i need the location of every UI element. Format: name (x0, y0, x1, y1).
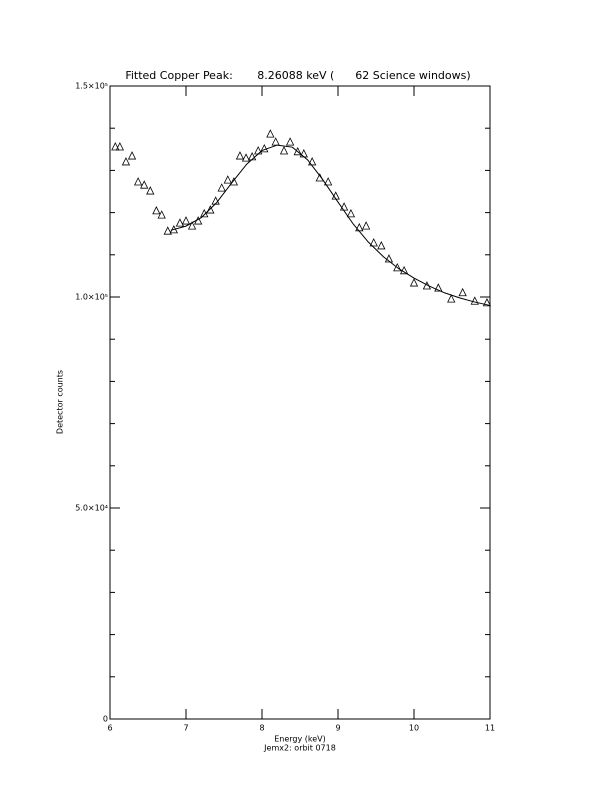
data-point (470, 296, 479, 305)
y-tick-label: 1.5×10⁵ (75, 82, 108, 91)
data-point (447, 294, 456, 303)
data-point (133, 177, 143, 186)
data-point (121, 157, 131, 166)
data-point (279, 146, 289, 155)
data-point (152, 206, 161, 215)
data-point (111, 142, 120, 151)
data-point (409, 278, 419, 287)
x-tick-label: 10 (409, 724, 419, 733)
data-point (293, 146, 302, 156)
data-point (157, 210, 166, 219)
y-tick-label: 0 (103, 715, 108, 724)
x-tick-label: 6 (107, 724, 112, 733)
data-point (235, 151, 245, 160)
y-axis-label: Detector counts (56, 370, 65, 434)
x-tick-label: 8 (259, 724, 264, 733)
data-point (266, 129, 275, 138)
data-point (482, 298, 492, 307)
data-point (163, 226, 172, 235)
data-point (434, 283, 443, 292)
y-tick-label: 5.0×10⁴ (75, 504, 108, 513)
x-tick-label: 7 (183, 724, 188, 733)
data-point (223, 175, 232, 184)
data-point (346, 208, 356, 218)
chart-title: Fitted Copper Peak: 8.26088 keV ( 62 Sci… (125, 69, 470, 82)
data-point (458, 287, 467, 297)
data-point (299, 149, 308, 158)
subtitle: Jemx2: orbit 0718 (263, 744, 336, 753)
data-point (229, 177, 239, 186)
data-point (369, 238, 378, 247)
data-point (140, 180, 149, 189)
data-point (285, 137, 295, 146)
data-point (323, 177, 333, 186)
data-point (217, 183, 226, 192)
data-point (355, 222, 364, 232)
data-point (361, 221, 371, 230)
data-point (175, 218, 185, 227)
data-point (271, 137, 280, 146)
data-point (384, 254, 394, 263)
data-point (308, 157, 317, 166)
x-axis-label: Energy (keV) (274, 735, 326, 744)
y-tick-label: 1.0×10⁵ (75, 293, 108, 302)
data-point (260, 143, 269, 153)
data-point (393, 262, 402, 272)
data-point (377, 241, 386, 250)
data-point (206, 205, 215, 214)
data-point (127, 151, 137, 160)
x-tick-label: 11 (485, 724, 495, 733)
plot-frame (109, 85, 491, 720)
x-tick-label: 9 (335, 724, 340, 733)
data-point (115, 142, 125, 151)
data-point (241, 153, 251, 162)
fit-line (170, 144, 491, 306)
data-point (187, 221, 197, 230)
data-point (181, 216, 191, 225)
data-point (146, 186, 155, 195)
data-point (254, 146, 263, 155)
